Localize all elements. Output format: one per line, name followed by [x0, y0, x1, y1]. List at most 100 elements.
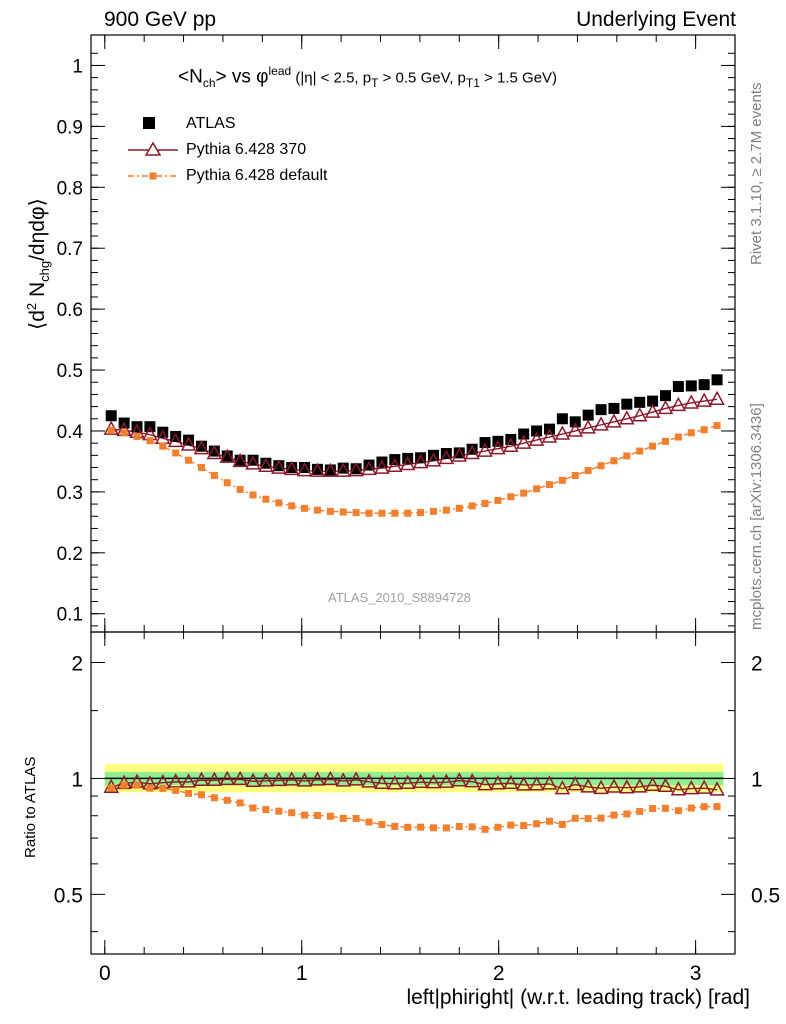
ratio-pythia370-point — [206, 771, 223, 787]
xtick-label: 1 — [296, 962, 308, 985]
atlas-point — [698, 379, 710, 391]
ratio-pythia-default-point — [288, 809, 296, 817]
pythia370-point — [283, 460, 300, 476]
ratio-pythia370-point — [631, 778, 648, 793]
pythia370-point — [580, 419, 596, 434]
ratio-frame — [90, 631, 736, 955]
ratio-ytick-label: 0.5 — [54, 884, 83, 907]
pythia370-point — [451, 447, 468, 462]
atlas-point — [531, 425, 543, 437]
pythia370-point — [387, 457, 403, 473]
ratio-ytick-label-right: 2 — [751, 652, 763, 675]
pythia-default-point — [623, 452, 631, 460]
atlas-point — [221, 450, 233, 462]
ratio-pythia370-point — [245, 772, 261, 788]
ratio-pythia-default-point — [378, 820, 386, 828]
pythia370-point — [503, 437, 519, 452]
ratio-pythia370-point — [503, 774, 519, 790]
pythia-default-point — [391, 509, 399, 517]
pythia370-point — [515, 434, 532, 449]
main-ytick-label: 0.2 — [57, 544, 83, 565]
ratio-pythia-default-point — [584, 815, 592, 823]
legend-label-pythia-default: Pythia 6.428 default — [186, 167, 328, 184]
pythia370-point — [528, 431, 545, 446]
main-ytick-label: 0.7 — [57, 239, 83, 260]
ratio-pythia-default-point — [442, 824, 450, 832]
title-vs: > vs φ — [215, 66, 269, 88]
pythia370-point — [438, 449, 455, 465]
pythia-default-point — [326, 507, 334, 515]
ratio-y-axis-label: Ratio to ATLAS — [22, 756, 39, 858]
pythia-default-point — [597, 462, 605, 470]
pythia370-point — [399, 455, 416, 471]
ratio-pythia370-point — [683, 780, 700, 795]
pythia370-point — [657, 399, 674, 415]
title-cut1: (|η| < 2.5, p — [291, 69, 372, 87]
pythia-default-point — [365, 509, 373, 517]
pythia-default-point — [301, 504, 309, 512]
atlas-point — [324, 464, 336, 476]
header-left: 900 GeV pp — [104, 8, 217, 31]
pythia370-point — [348, 461, 364, 477]
pythia370-point — [709, 390, 725, 406]
pythia370-point — [309, 462, 326, 477]
atlas-point — [634, 396, 646, 408]
legend-marker-pythia-default — [149, 172, 157, 180]
ratio-ytick-label-right: 0.5 — [751, 884, 780, 907]
ratio-pythia-default-point — [533, 820, 541, 828]
pythia-default-point — [313, 506, 321, 514]
ylabel-rest: /dηdφ⟩ — [26, 198, 49, 261]
ratio-pythia370-point — [709, 781, 725, 796]
ratio-pythia-default-point — [636, 807, 644, 815]
ratio-pythia370-point — [387, 775, 403, 790]
main-ytick-label: 1 — [72, 56, 83, 77]
atlas-point — [647, 395, 659, 407]
header-right: Underlying Event — [576, 8, 736, 31]
main-ytick-label: 0.4 — [57, 422, 84, 443]
analysis-watermark: ATLAS_2010_S8894728 — [328, 590, 471, 605]
ratio-ytick-label: 1 — [71, 768, 83, 791]
atlas-point — [299, 462, 311, 474]
ratio-pythia370-point — [515, 776, 532, 791]
ratio-pythia-default-point — [404, 823, 412, 831]
ylabel-open: ⟨d — [26, 310, 49, 330]
ratio-pythia370-point — [567, 776, 584, 791]
ratio-pythia-default-point — [661, 804, 669, 812]
pythia-default-point — [352, 509, 360, 517]
atlas-point — [350, 463, 362, 475]
ratio-pythia-default-point — [120, 781, 128, 789]
pythia370-point — [567, 422, 584, 437]
ratio-pythia370-point — [193, 771, 210, 786]
pythia-default-point — [507, 493, 515, 501]
atlas-point — [582, 409, 594, 421]
atlas-point — [170, 430, 182, 442]
pythia-default-point — [661, 437, 669, 445]
ratio-ytick-label-right: 1 — [751, 768, 763, 791]
ratio-pythia370-point — [309, 771, 326, 786]
pythia-default-point — [249, 491, 257, 499]
pythia370-point — [232, 452, 248, 468]
pythia370-point — [245, 455, 261, 470]
xtick-label: 3 — [690, 962, 702, 985]
legend-label-pythia370: Pythia 6.428 370 — [186, 141, 307, 158]
ratio-pythia370-point — [296, 772, 313, 787]
rivet-version-text: Rivet 3.1.10, ≥ 2.7M events — [748, 82, 765, 266]
pythia370-point — [696, 392, 712, 407]
pythia-default-point — [197, 464, 205, 472]
pythia-default-point — [571, 471, 579, 479]
atlas-point — [466, 443, 478, 455]
series-line-1 — [111, 398, 718, 472]
ratio-pythia-default-point — [520, 822, 528, 830]
ratio-pythia-default-point — [429, 824, 437, 832]
pythia-default-point — [159, 442, 167, 450]
pythia370-point — [271, 459, 287, 474]
ratio-pythia370-point — [490, 775, 506, 790]
ratio-pythia370-point — [232, 770, 248, 786]
ratio-pythia370-point — [554, 780, 571, 795]
ratio-pythia-default-point — [352, 814, 360, 822]
atlas-point — [659, 390, 671, 402]
pythia370-point — [464, 444, 480, 460]
ratio-pythia370-point — [438, 773, 455, 788]
main-ytick-label: 0.5 — [57, 361, 83, 382]
pythia-default-point — [378, 509, 386, 517]
